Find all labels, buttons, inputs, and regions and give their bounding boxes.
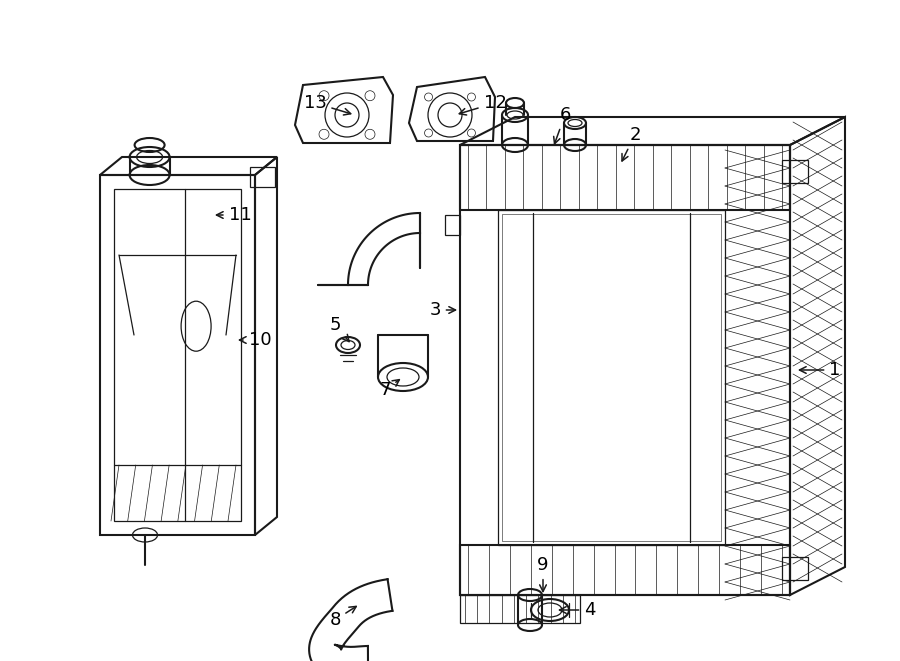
Text: 7: 7 <box>379 379 400 399</box>
Text: 5: 5 <box>329 316 349 342</box>
Text: 1: 1 <box>799 361 841 379</box>
Text: 6: 6 <box>554 106 571 144</box>
Text: 10: 10 <box>239 331 271 349</box>
Text: 8: 8 <box>329 606 356 629</box>
Text: 4: 4 <box>560 601 596 619</box>
Text: 13: 13 <box>303 94 351 115</box>
Text: 12: 12 <box>459 94 507 115</box>
Text: 9: 9 <box>537 556 549 592</box>
Text: 2: 2 <box>622 126 641 161</box>
Text: 11: 11 <box>217 206 251 224</box>
Text: 3: 3 <box>429 301 455 319</box>
